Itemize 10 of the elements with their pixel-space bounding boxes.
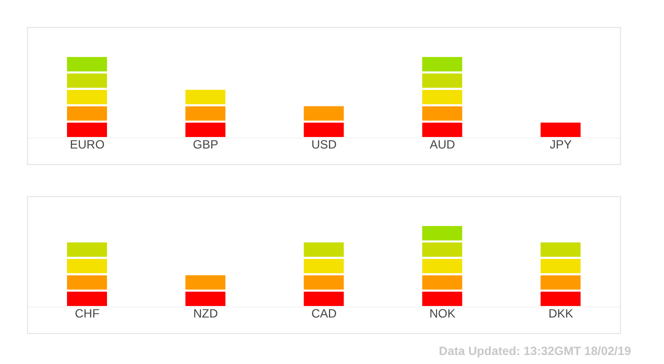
x-tick-label: CAD — [311, 306, 337, 321]
x-tick-label: NOK — [429, 306, 456, 321]
x-tick-label: USD — [311, 138, 337, 152]
x-tick-label: CHF — [74, 306, 100, 321]
x-tick-label: JPY — [550, 138, 572, 152]
x-tick-label: EURO — [70, 138, 105, 152]
x-tick-label: AUD — [430, 138, 456, 152]
x-tick-label: GBP — [192, 138, 218, 152]
x-tick-label: NZD — [193, 306, 218, 321]
x-tick-label: DKK — [548, 306, 574, 321]
